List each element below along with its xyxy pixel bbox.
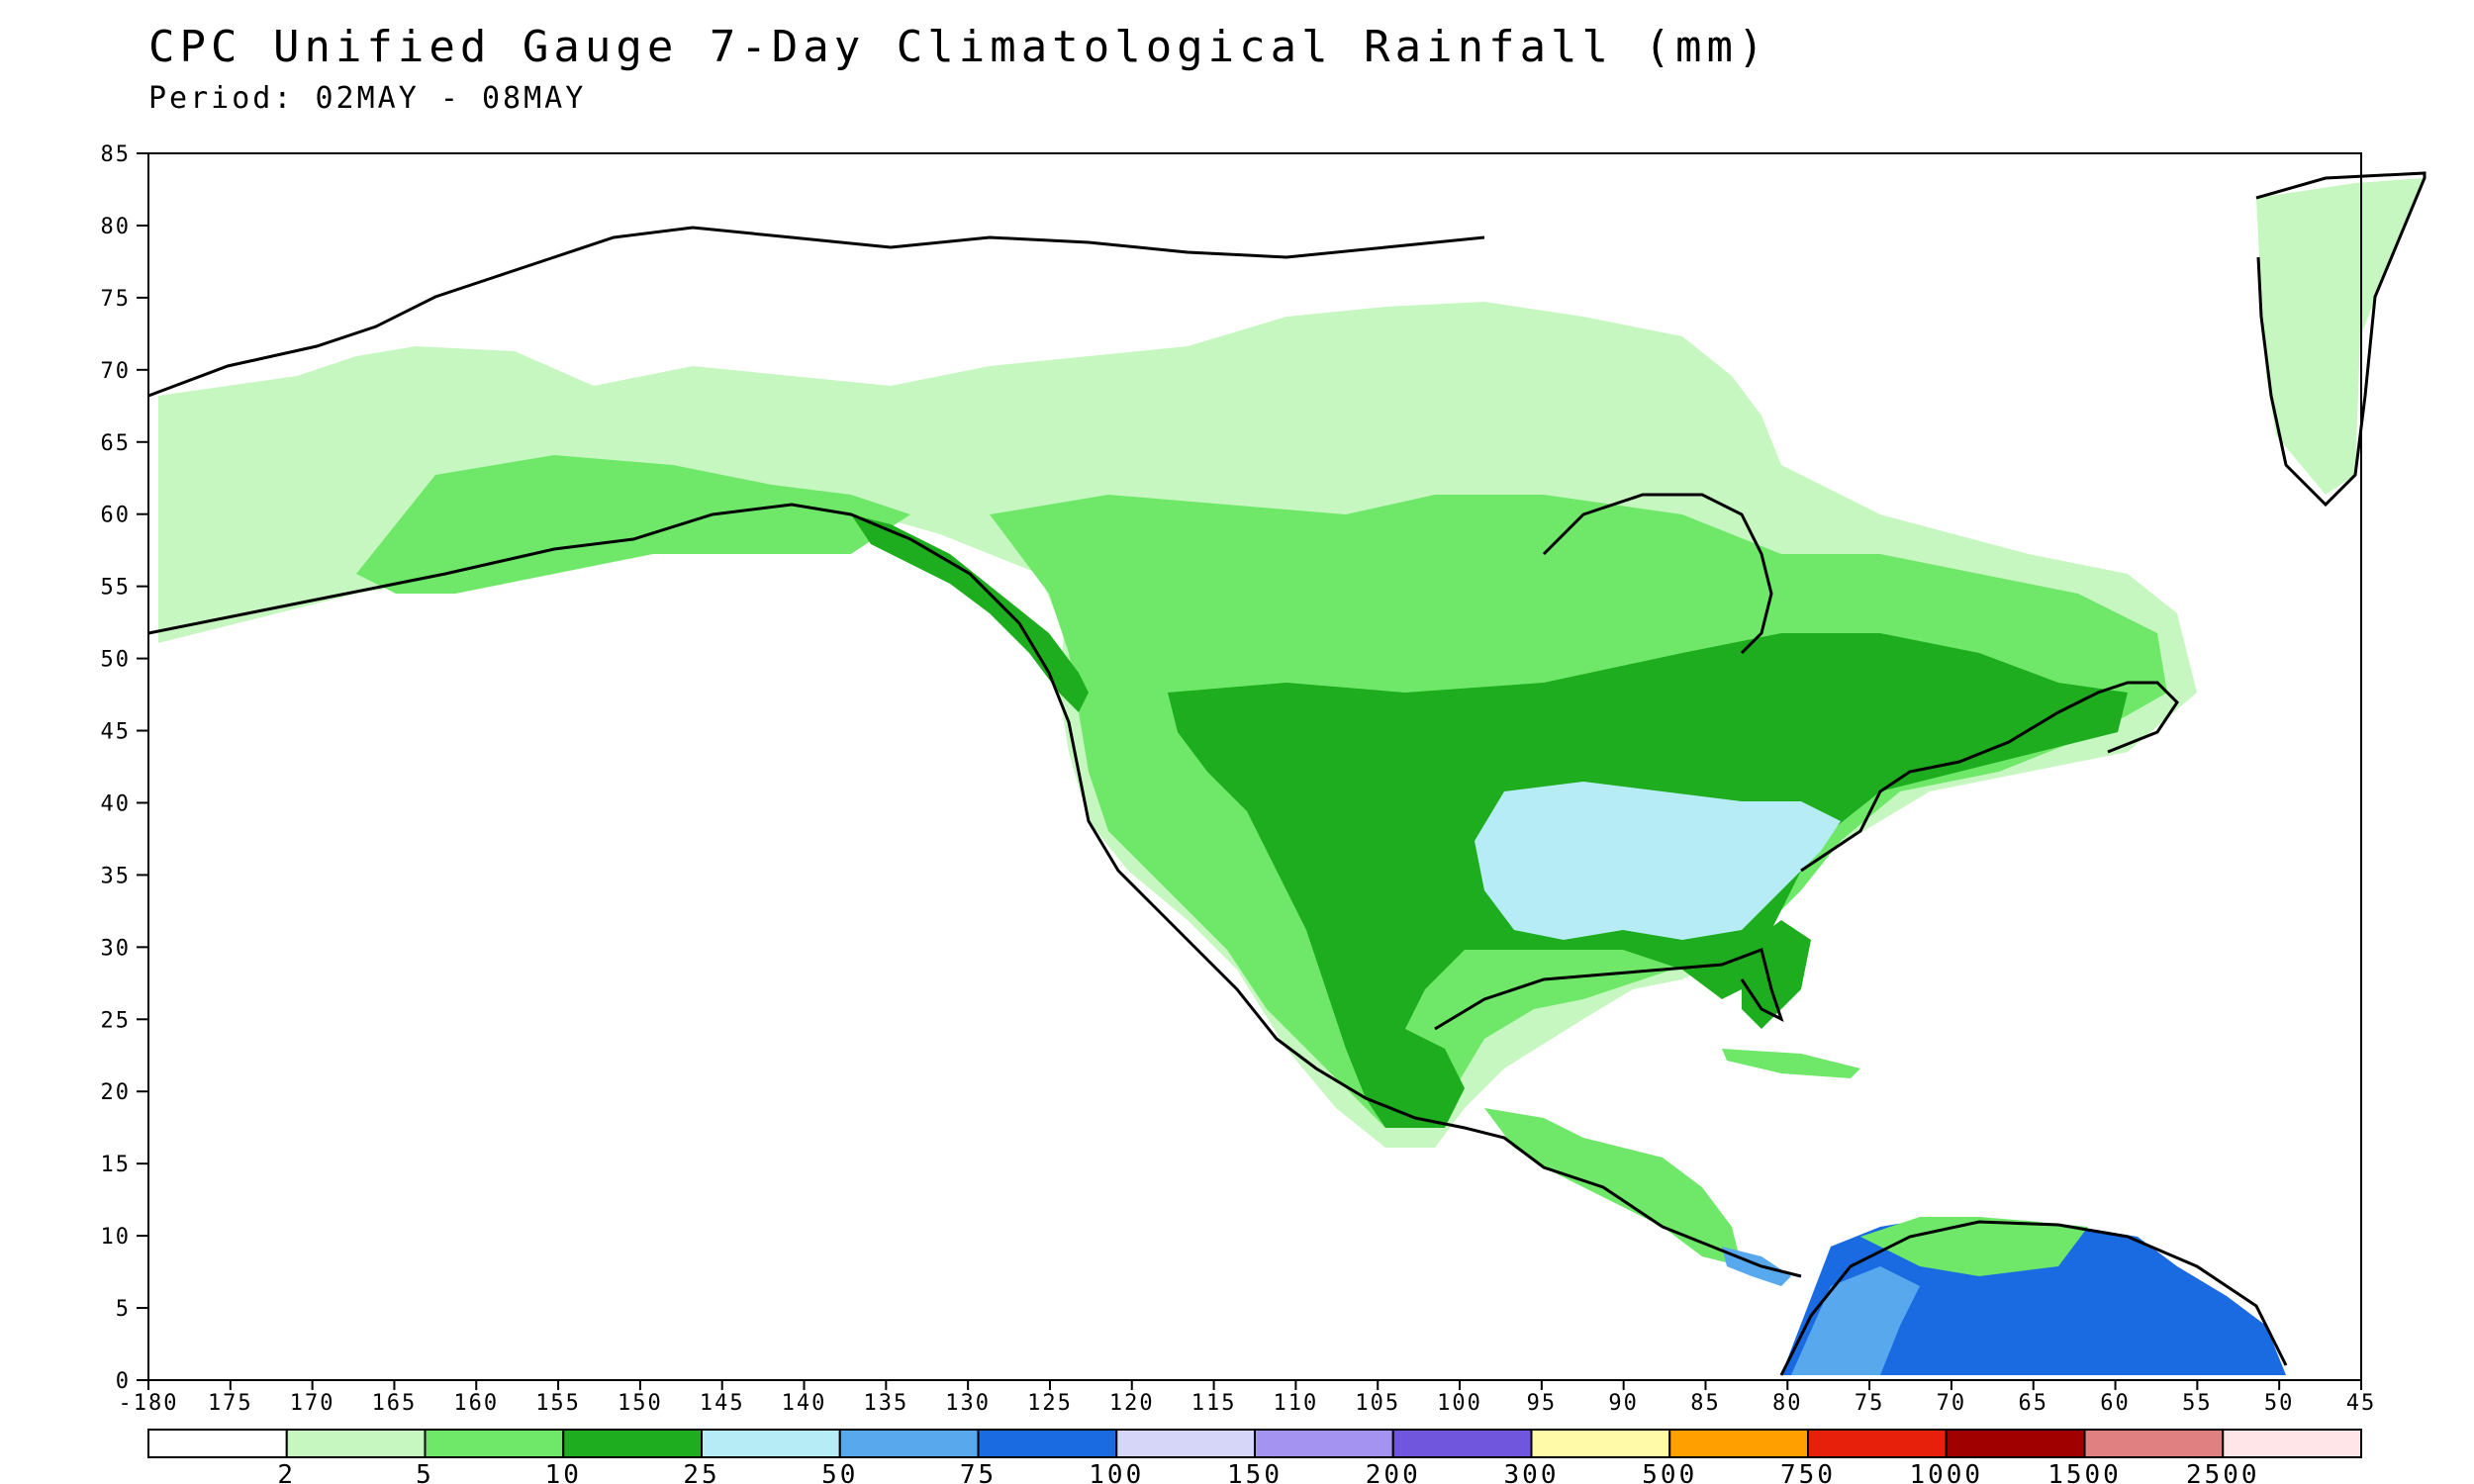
lon-tick-label: 55 bbox=[2182, 1391, 2213, 1416]
colorbar-label: 1000 bbox=[1909, 1460, 1983, 1484]
precip-field bbox=[158, 178, 2425, 1375]
lat-tick-label: 35 bbox=[101, 864, 132, 888]
colorbar-label: 750 bbox=[1780, 1460, 1836, 1484]
colorbar-label: 2500 bbox=[2186, 1460, 2260, 1484]
colorbar-swatch bbox=[838, 1429, 980, 1458]
colorbar-swatch bbox=[2222, 1429, 2362, 1458]
lon-tick-label: -180 bbox=[119, 1391, 179, 1416]
lat-tick-label: 20 bbox=[101, 1080, 132, 1105]
lat-tick-label: 30 bbox=[101, 936, 132, 961]
lon-tick-label: 45 bbox=[2346, 1391, 2377, 1416]
alaska-green bbox=[356, 455, 910, 594]
colorbar-label: 100 bbox=[1089, 1460, 1144, 1484]
lat-tick-label: 70 bbox=[101, 359, 132, 384]
lon-tick-label: 125 bbox=[1027, 1391, 1073, 1416]
panama-blue bbox=[1722, 1247, 1791, 1286]
colorbar-label: 5 bbox=[416, 1460, 434, 1484]
lat-tick-label: 75 bbox=[101, 287, 132, 312]
colorbar-label: 25 bbox=[683, 1460, 719, 1484]
colorbar-swatch bbox=[977, 1429, 1118, 1458]
lat-tick-label: 50 bbox=[101, 648, 132, 673]
lon-tick-label: 115 bbox=[1191, 1391, 1237, 1416]
lon-tick-label: 95 bbox=[1527, 1391, 1558, 1416]
lon-tick-label: 65 bbox=[2018, 1391, 2048, 1416]
central-america-field bbox=[1484, 1108, 1742, 1266]
lon-tick-label: 140 bbox=[782, 1391, 827, 1416]
lon-tick-label: 105 bbox=[1355, 1391, 1400, 1416]
coastal-dark-green bbox=[851, 514, 1089, 712]
map-title: CPC Unified Gauge 7-Day Climatological R… bbox=[148, 22, 1769, 72]
lat-tick-label: 10 bbox=[101, 1225, 132, 1250]
lon-tick-label: 85 bbox=[1690, 1391, 1721, 1416]
lat-tick-label: 55 bbox=[101, 576, 132, 601]
colorbar-swatch bbox=[147, 1429, 288, 1458]
southeast-dark-green bbox=[1742, 920, 1811, 1029]
lon-tick-label: 165 bbox=[372, 1391, 418, 1416]
colorbar-swatch bbox=[424, 1429, 565, 1458]
lon-tick-label: 90 bbox=[1608, 1391, 1639, 1416]
lat-tick-label: 25 bbox=[101, 1008, 132, 1033]
plot-frame bbox=[147, 152, 2362, 1381]
lon-tick-label: 60 bbox=[2100, 1391, 2131, 1416]
lon-tick-label: 70 bbox=[1937, 1391, 1967, 1416]
lat-tick-label: 85 bbox=[101, 142, 132, 167]
colorbar-label: 50 bbox=[821, 1460, 858, 1484]
colorbar-swatch bbox=[1115, 1429, 1256, 1458]
lon-tick-label: 160 bbox=[453, 1391, 499, 1416]
colorbar-label: 75 bbox=[960, 1460, 997, 1484]
lon-tick-label: 170 bbox=[290, 1391, 335, 1416]
lat-tick-label: 45 bbox=[101, 720, 132, 745]
lon-tick-label: 75 bbox=[1855, 1391, 1885, 1416]
cuba-green bbox=[1722, 1049, 1860, 1078]
lon-tick-label: 80 bbox=[1772, 1391, 1803, 1416]
colorbar-swatch bbox=[2083, 1429, 2225, 1458]
colorbar-label: 500 bbox=[1642, 1460, 1697, 1484]
colorbar-swatch bbox=[1530, 1429, 1671, 1458]
lon-tick-label: 130 bbox=[945, 1391, 991, 1416]
lat-tick-label: 80 bbox=[101, 215, 132, 239]
longitude-axis: -180 175 170 165 160 155 150 145 140 135 130 125 120… bbox=[119, 1380, 2377, 1416]
colorbar-swatch bbox=[285, 1429, 427, 1458]
lat-tick-label: 60 bbox=[101, 504, 132, 528]
lat-tick-label: 5 bbox=[116, 1297, 131, 1322]
venezuela-green bbox=[1860, 1217, 2088, 1276]
colorbar-label: 10 bbox=[545, 1460, 582, 1484]
colorbar-swatch bbox=[701, 1429, 841, 1458]
colorbar-label: 200 bbox=[1366, 1460, 1421, 1484]
south-america-mid-blue bbox=[1791, 1266, 1920, 1375]
colorbar: 2 5 10 25 50 75 100 150 200 300 500 750 1000 1500 2500 bbox=[147, 1429, 2362, 1484]
lon-tick-label: 150 bbox=[618, 1391, 663, 1416]
lat-tick-label: 65 bbox=[101, 431, 132, 456]
colorbar-swatch bbox=[1391, 1429, 1533, 1458]
lon-tick-label: 145 bbox=[700, 1391, 745, 1416]
lon-tick-label: 120 bbox=[1109, 1391, 1155, 1416]
colorbar-swatch bbox=[1668, 1429, 1809, 1458]
greenland-field bbox=[2256, 178, 2425, 495]
colorbar-label: 2 bbox=[277, 1460, 296, 1484]
lat-tick-label: 40 bbox=[101, 791, 132, 816]
colorbar-swatch bbox=[1945, 1429, 2086, 1458]
colorbar-label: 1500 bbox=[2047, 1460, 2122, 1484]
light-blue-region bbox=[1475, 782, 1841, 940]
colorbar-swatch bbox=[562, 1429, 703, 1458]
lon-tick-label: 155 bbox=[535, 1391, 581, 1416]
colorbar-swatch bbox=[1254, 1429, 1394, 1458]
lon-tick-label: 175 bbox=[208, 1391, 253, 1416]
map-subtitle: Period: 02MAY - 08MAY bbox=[148, 81, 587, 116]
colorbar-label: 150 bbox=[1227, 1460, 1283, 1484]
lon-tick-label: 100 bbox=[1437, 1391, 1482, 1416]
colorbar-label: 300 bbox=[1504, 1460, 1560, 1484]
lon-tick-label: 135 bbox=[863, 1391, 908, 1416]
coastlines bbox=[147, 171, 2426, 1376]
lat-tick-label: 0 bbox=[116, 1369, 131, 1394]
lon-tick-label: 50 bbox=[2264, 1391, 2295, 1416]
lon-tick-label: 110 bbox=[1274, 1391, 1319, 1416]
colorbar-swatch bbox=[1807, 1429, 1948, 1458]
lat-tick-label: 15 bbox=[101, 1153, 132, 1177]
